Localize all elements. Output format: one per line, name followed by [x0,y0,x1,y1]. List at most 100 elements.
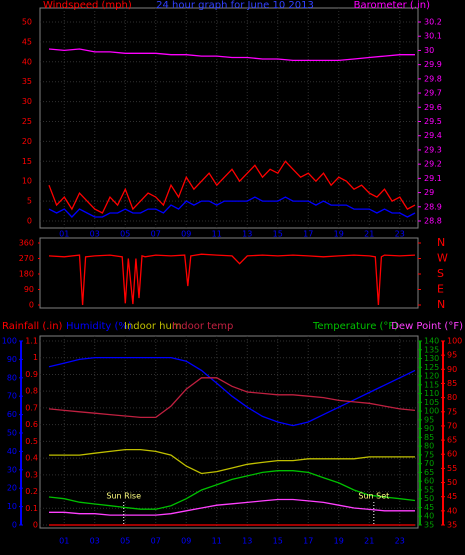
series-line [48,470,416,510]
legend-entry: Indoor hum [124,321,182,332]
y-tick-label: 5 [27,197,32,206]
annotation: Sun Set [358,492,389,501]
y-tick-label: 0 [29,301,34,310]
y-tick-label: 1.1 [25,337,38,346]
x-tick-label: 19 [334,230,344,239]
y-tick-label: 50 [7,429,17,438]
y-tick-label: 0.8 [25,387,38,396]
x-tick-label: 17 [303,230,313,239]
y-tick-label: 29.7 [424,89,442,98]
y-tick-label: 40 [424,512,434,521]
series-line [49,498,415,516]
y-tick-label: 30 [22,97,32,106]
y-tick-label: 0.9 [25,370,38,379]
y-tick-label: 35 [447,521,457,530]
y-tick-label: 29 [424,188,434,197]
y-tick-label: S [437,267,444,280]
y-tick-label: 60 [7,410,17,419]
y-tick-label: 29.5 [424,117,442,126]
y-tick-label: 105 [424,398,439,407]
x-tick-label: 03 [90,230,100,239]
x-tick-label: 07 [151,537,161,546]
y-tick-label: 20 [22,137,32,146]
legend-entry: Humidity (%) [66,321,132,332]
y-tick-label: 50 [447,478,457,487]
y-tick-label: 30.2 [424,18,442,27]
x-tick-label: 15 [273,230,283,239]
y-tick-label: 29.6 [424,103,442,112]
legend-entry: Temperature (°F) [312,321,398,332]
y-tick-label: 90 [7,355,17,364]
y-tick-label: 0.4 [25,454,38,463]
x-tick-label: 07 [151,230,161,239]
y-tick-label: 35 [22,77,32,86]
y-tick-label: 29.4 [424,131,442,140]
y-tick-label: N [437,236,445,249]
y-tick-label: 90 [424,424,434,433]
x-tick-label: 05 [120,230,130,239]
y-tick-label: 29.1 [424,174,442,183]
y-tick-label: 45 [22,37,32,46]
y-tick-label: 40 [7,447,17,456]
y-tick-label: 65 [424,468,434,477]
y-tick-label: 50 [424,494,434,503]
y-tick-label: 110 [424,389,439,398]
x-tick-label: 03 [90,537,100,546]
y-tick-label: 45 [447,492,457,501]
y-tick-label: 70 [424,459,434,468]
y-tick-label: 270 [19,254,34,263]
y-tick-label: 60 [447,450,457,459]
y-tick-label: 100 [2,337,17,346]
y-tick-label: 125 [424,363,439,372]
y-tick-label: 130 [424,354,439,363]
y-tick-label: 360 [19,239,34,248]
y-tick-label: 120 [424,372,439,381]
y-tick-label: 30 [7,465,17,474]
y-tick-label: 70 [447,421,457,430]
series-line [49,448,415,475]
y-tick-label: 100 [424,407,439,416]
x-tick-label: 05 [120,537,130,546]
y-tick-label: 28.8 [424,217,442,226]
y-tick-label: 1 [33,353,38,362]
y-tick-label: 100 [447,337,462,346]
y-tick-label: 15 [22,157,32,166]
y-tick-label: 55 [424,485,434,494]
y-tick-label: 60 [424,477,434,486]
y-tick-label: 0.3 [25,470,38,479]
chart-title: 24 hour graph for June 10 2013 [156,0,314,11]
y-tick-label: N [437,298,445,311]
y-tick-label: 45 [424,503,434,512]
y-tick-label: 75 [424,450,434,459]
y-tick-label: W [437,252,448,265]
x-tick-label: 01 [59,537,69,546]
y-tick-label: 140 [424,337,439,346]
y-tick-label: 95 [424,415,434,424]
y-tick-label: 0.6 [25,420,38,429]
y-tick-label: 29.2 [424,160,442,169]
y-tick-label: 90 [24,285,34,294]
y-tick-label: 70 [7,392,17,401]
y-tick-label: 0.5 [25,437,38,446]
x-tick-label: 21 [364,537,374,546]
y-tick-label: 0.7 [25,403,38,412]
y-tick-label: 29.3 [424,145,442,154]
x-tick-label: 13 [242,230,252,239]
axis-label: Barometer (.in) [354,0,430,11]
y-tick-label: 80 [7,373,17,382]
axis-label: Windspeed (mph) [43,0,132,11]
y-tick-label: 85 [424,433,434,442]
y-tick-label: 40 [22,57,32,66]
series-line [48,253,416,306]
y-tick-label: 85 [447,379,457,388]
series-line [48,356,416,427]
y-tick-label: 28.9 [424,202,442,211]
x-tick-label: 09 [181,230,191,239]
panel-frame [39,335,419,529]
y-tick-label: 29.8 [424,74,442,83]
x-tick-label: 17 [303,537,313,546]
y-tick-label: 0 [27,217,32,226]
x-tick-label: 11 [212,230,222,239]
